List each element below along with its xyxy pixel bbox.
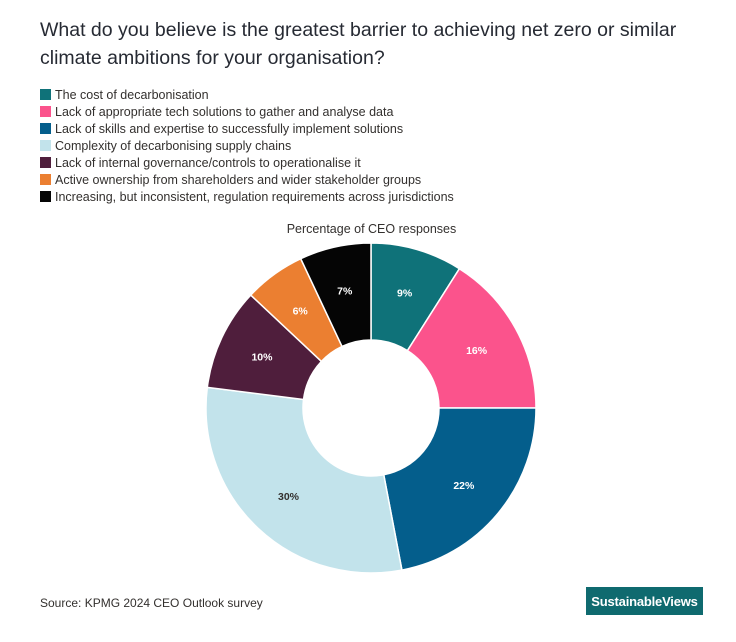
legend-item: Complexity of decarbonising supply chain…	[40, 137, 454, 154]
legend: The cost of decarbonisation Lack of appro…	[40, 86, 454, 205]
legend-swatch	[40, 191, 51, 202]
brand-logo: SustainableViews	[586, 587, 703, 615]
legend-label: Lack of internal governance/controls to …	[55, 155, 361, 170]
chart-title: What do you believe is the greatest barr…	[40, 19, 677, 69]
slice-label: 9%	[397, 287, 413, 299]
slice-label: 30%	[278, 491, 300, 503]
chart-subtitle: Percentage of CEO responses	[286, 222, 457, 236]
legend-swatch	[40, 157, 51, 168]
legend-swatch	[40, 174, 51, 185]
legend-item: Increasing, but inconsistent, regulation…	[40, 188, 454, 205]
legend-swatch	[40, 89, 51, 100]
legend-label: Complexity of decarbonising supply chain…	[55, 138, 292, 153]
legend-swatch	[40, 140, 51, 151]
slice-label: 6%	[293, 306, 309, 318]
legend-label: Lack of appropriate tech solutions to ga…	[55, 104, 394, 119]
legend-label: Active ownership from shareholders and w…	[55, 172, 422, 187]
legend-item: Lack of internal governance/controls to …	[40, 154, 454, 171]
legend-item: Active ownership from shareholders and w…	[40, 171, 454, 188]
legend-swatch	[40, 123, 51, 134]
slice-label: 7%	[337, 285, 353, 297]
legend-swatch	[40, 106, 51, 117]
legend-label: Increasing, but inconsistent, regulation…	[55, 189, 454, 204]
legend-item: Lack of appropriate tech solutions to ga…	[40, 103, 454, 120]
legend-label: Lack of skills and expertise to successf…	[55, 121, 404, 136]
slice-3	[382, 407, 537, 571]
slice-4	[205, 386, 403, 574]
slice-2	[406, 267, 537, 409]
slice-label: 22%	[453, 480, 475, 492]
legend-label: The cost of decarbonisation	[55, 87, 209, 102]
slice-label: 10%	[251, 352, 273, 364]
legend-item: The cost of decarbonisation	[40, 86, 454, 103]
legend-item: Lack of skills and expertise to successf…	[40, 120, 454, 137]
slice-7	[299, 242, 372, 348]
source-note: Source: KPMG 2024 CEO Outlook survey	[40, 596, 263, 610]
slice-label: 16%	[466, 345, 488, 357]
